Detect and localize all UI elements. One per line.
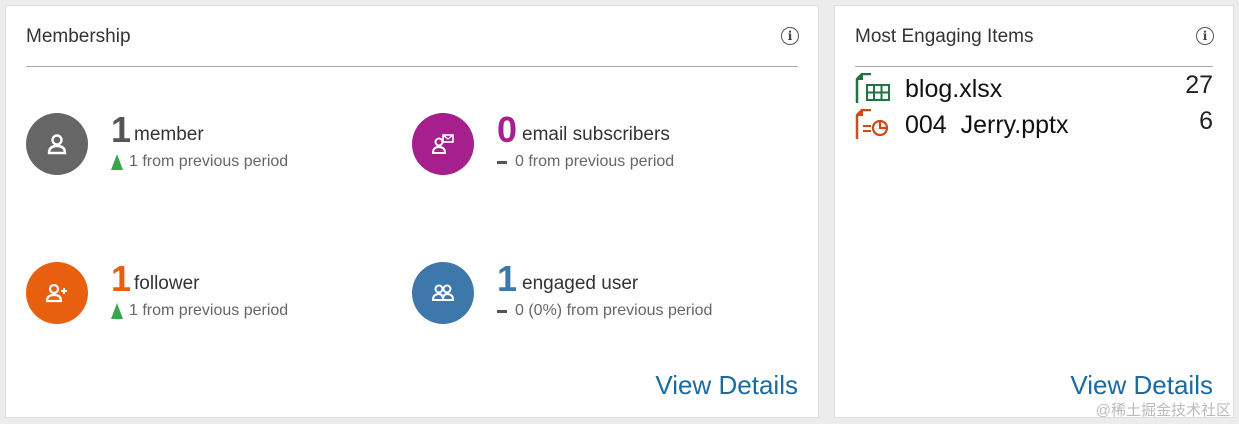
arrow-up-icon xyxy=(111,154,123,170)
card-title: Membership xyxy=(26,26,131,47)
stat-label: engaged user xyxy=(522,273,639,294)
info-icon[interactable]: i xyxy=(1196,27,1214,45)
stat-label: member xyxy=(134,124,204,145)
most-engaging-items-card: Most Engaging Items i blog.xlsx 27 004 J… xyxy=(834,5,1234,418)
stat-label: follower xyxy=(134,273,200,294)
list-item[interactable]: blog.xlsx 27 xyxy=(855,71,1213,107)
add-user-icon xyxy=(26,262,88,324)
stat-change: 0 from previous period xyxy=(515,153,675,170)
stat-change: 0 (0%) from previous period xyxy=(515,302,713,319)
stat-label: email subscribers xyxy=(522,124,670,145)
email-user-icon xyxy=(412,113,474,175)
no-change-icon xyxy=(497,309,507,313)
item-count: 27 xyxy=(1185,71,1213,99)
item-count: 6 xyxy=(1199,107,1213,135)
item-name: 004 Jerry.pptx xyxy=(905,111,1069,139)
stat-value: 1 xyxy=(111,258,132,299)
user-icon xyxy=(26,113,88,175)
view-details-link[interactable]: View Details xyxy=(1070,370,1213,400)
view-details-link[interactable]: View Details xyxy=(655,370,798,400)
stat-value: 1 xyxy=(111,109,132,150)
membership-card: Membership i 1 member 1 from previous pe… xyxy=(5,5,819,418)
excel-file-icon xyxy=(855,73,890,103)
stat-followers: 1 follower 1 from previous period xyxy=(26,258,406,326)
stat-members: 1 member 1 from previous period xyxy=(26,109,406,177)
stat-value: 1 xyxy=(497,258,518,299)
stat-email-subscribers: 0 email subscribers 0 from previous peri… xyxy=(412,109,792,177)
stat-value: 0 xyxy=(497,109,518,150)
divider xyxy=(855,66,1213,67)
stat-change: 1 from previous period xyxy=(129,302,289,319)
list-item[interactable]: 004 Jerry.pptx 6 xyxy=(855,107,1213,143)
card-title: Most Engaging Items xyxy=(855,26,1034,47)
users-icon xyxy=(412,262,474,324)
no-change-icon xyxy=(497,160,507,164)
divider xyxy=(26,66,798,67)
arrow-up-icon xyxy=(111,303,123,319)
stat-change: 1 from previous period xyxy=(129,153,289,170)
info-icon[interactable]: i xyxy=(781,27,799,45)
item-name: blog.xlsx xyxy=(905,75,1003,103)
powerpoint-file-icon xyxy=(855,109,889,139)
stat-engaged-users: 1 engaged user 0 (0%) from previous peri… xyxy=(412,258,792,326)
watermark: @稀土掘金技术社区 xyxy=(1095,402,1231,419)
